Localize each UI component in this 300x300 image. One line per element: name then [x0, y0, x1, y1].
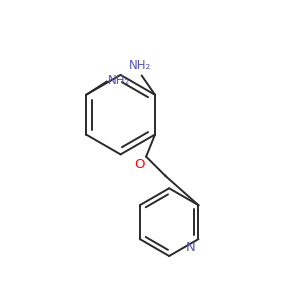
Text: NH₂: NH₂ [108, 74, 130, 87]
Text: N: N [186, 242, 196, 254]
Text: NH₂: NH₂ [129, 59, 152, 72]
Text: O: O [134, 158, 145, 171]
